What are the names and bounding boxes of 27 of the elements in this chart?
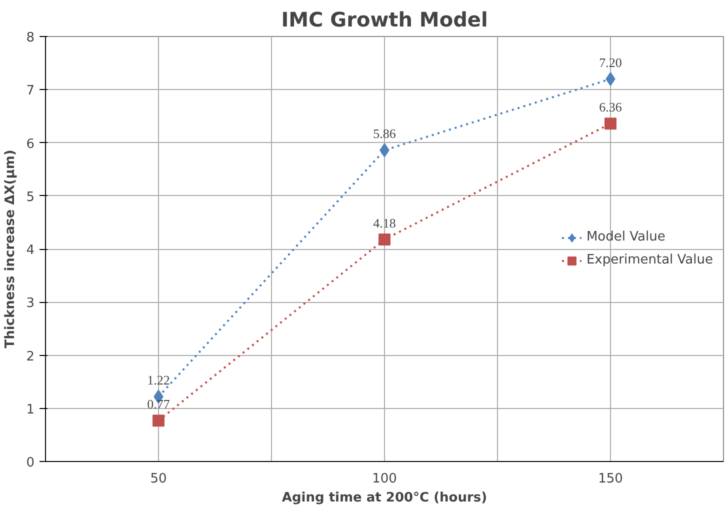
point [152, 414, 164, 427]
y-tick-label: 1 [26, 402, 35, 418]
y-tick-label: 8 [26, 30, 35, 46]
data-label: 6.36 [599, 100, 622, 115]
x-tick-label: 50 [150, 472, 167, 486]
y-tick-label: 4 [26, 243, 35, 258]
x-tick-label: 100 [372, 472, 397, 486]
x-axis-title: Aging time at 200°C (hours) [282, 490, 488, 506]
chart-title: IMC Growth Model [281, 8, 488, 32]
y-tick-label: 6 [26, 136, 35, 152]
y-tick-label: 0 [26, 456, 35, 470]
point [606, 72, 616, 86]
data-label: 5.86 [373, 126, 396, 142]
data-label: 4.18 [373, 215, 396, 230]
y-tick-label: 2 [26, 349, 35, 364]
y-tick-label: 7 [26, 84, 35, 99]
point [378, 233, 390, 246]
legend-label: Experimental Value [586, 252, 713, 268]
y-tick-label: 5 [26, 190, 35, 205]
y-axis-title: Thickness increase ΔX(μm) [3, 150, 18, 348]
data-label: 7.20 [599, 55, 622, 70]
legend-label: Model Value [586, 230, 666, 244]
data-label: 0.77 [147, 396, 170, 412]
point [604, 118, 616, 130]
data-label: 1.22 [147, 372, 170, 388]
y-tick-label: 3 [26, 296, 35, 312]
x-tick-label: 150 [598, 472, 623, 486]
